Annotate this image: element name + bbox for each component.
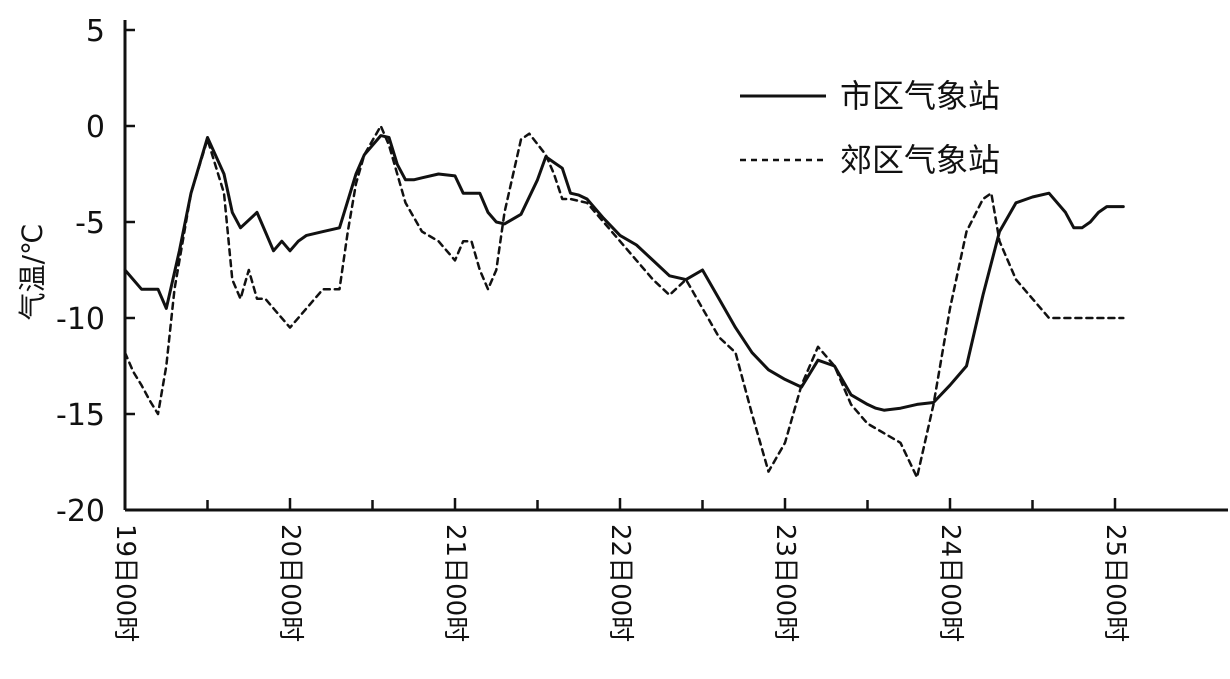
series-line-urban	[123, 134, 1125, 412]
chart-legend: 市区气象站 郊区气象站	[740, 77, 1000, 179]
x-tick-label: 23日00时	[770, 524, 800, 642]
x-tick-label: 21日00时	[440, 524, 470, 642]
y-tick-label: 5	[86, 14, 105, 49]
x-tick-label: 19日00时	[110, 524, 140, 642]
y-tick-label: -5	[75, 206, 105, 241]
y-tick-label: -10	[56, 302, 105, 337]
y-tick-label: 0	[86, 110, 105, 145]
x-tick-label: 24日00时	[935, 524, 965, 642]
legend-label-urban: 市区气象站	[840, 77, 1000, 115]
y-axis-label: 气温/℃	[16, 224, 49, 321]
series-layer	[123, 124, 1125, 479]
x-tick-label: 20日00时	[275, 524, 305, 642]
y-tick-label: -20	[56, 494, 105, 529]
series-line-suburban	[123, 124, 1125, 479]
x-tick-label: 22日00时	[605, 524, 635, 642]
legend-label-suburban: 郊区气象站	[840, 141, 1000, 179]
x-tick-label: 25日00时	[1100, 524, 1130, 642]
y-tick-label: -15	[56, 398, 105, 433]
